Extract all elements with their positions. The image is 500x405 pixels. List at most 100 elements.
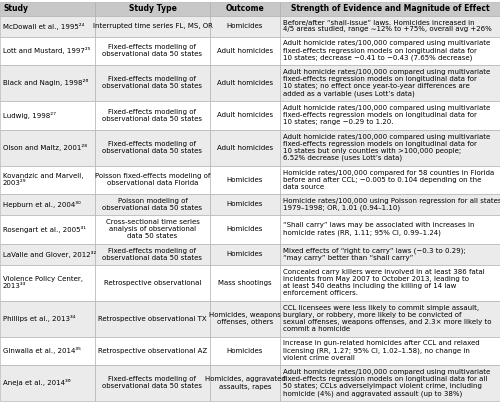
Bar: [95, 365, 210, 401]
Text: Before/after “shall-issue” laws. Homicides increased in
4/5 areas studied, range: Before/after “shall-issue” laws. Homicid…: [283, 19, 492, 32]
Text: Adult homicide rates/100,000 compared using multivariate
fixed-effects regressio: Adult homicide rates/100,000 compared us…: [283, 105, 490, 125]
Bar: [0, 215, 95, 243]
Text: Homicides: Homicides: [227, 202, 263, 207]
Bar: [95, 194, 210, 215]
Bar: [280, 15, 500, 36]
Text: Adult homicides: Adult homicides: [217, 145, 273, 151]
Bar: [0, 166, 95, 194]
Text: Ginwalla et al., 2014³⁵: Ginwalla et al., 2014³⁵: [3, 347, 81, 354]
Text: Aneja et al., 2014³⁶: Aneja et al., 2014³⁶: [3, 379, 70, 386]
Text: Homicides, weapons
offenses, others: Homicides, weapons offenses, others: [209, 312, 281, 325]
Bar: [210, 194, 280, 215]
Text: Hepburn et al., 2004³⁰: Hepburn et al., 2004³⁰: [3, 201, 81, 208]
Text: Adult homicide rates/100,000 compared using multivariate
fixed-effects regressio: Adult homicide rates/100,000 compared us…: [283, 134, 490, 161]
Bar: [0, 264, 95, 301]
Bar: [210, 65, 280, 101]
Text: LaValle and Glover, 2012³²: LaValle and Glover, 2012³²: [3, 251, 96, 258]
Text: McDowall et al., 1995²⁴: McDowall et al., 1995²⁴: [3, 23, 84, 30]
Bar: [280, 65, 500, 101]
Bar: [95, 264, 210, 301]
Text: Kovandzic and Marvell,
2003²⁹: Kovandzic and Marvell, 2003²⁹: [3, 173, 84, 186]
Bar: [280, 2, 500, 15]
Bar: [95, 2, 210, 15]
Bar: [280, 101, 500, 130]
Bar: [280, 166, 500, 194]
Bar: [95, 301, 210, 337]
Text: Homicide rates/100,000 compared for 58 counties in Florida
before and after CCL;: Homicide rates/100,000 compared for 58 c…: [283, 170, 494, 190]
Bar: [210, 15, 280, 36]
Bar: [95, 65, 210, 101]
Text: Homicides: Homicides: [227, 348, 263, 354]
Text: Homicides: Homicides: [227, 23, 263, 29]
Text: Black and Nagin, 1998²⁶: Black and Nagin, 1998²⁶: [3, 79, 88, 87]
Bar: [0, 194, 95, 215]
Bar: [280, 365, 500, 401]
Text: Adult homicide rates/100,000 compared using multivariate
fixed-effects regressio: Adult homicide rates/100,000 compared us…: [283, 69, 490, 97]
Text: “Shall carry” laws may be associated with increases in
homicide rates (RR, 1.11;: “Shall carry” laws may be associated wit…: [283, 222, 474, 236]
Bar: [280, 215, 500, 243]
Bar: [210, 130, 280, 166]
Bar: [0, 65, 95, 101]
Text: Fixed-effects modeling of
observational data 50 states: Fixed-effects modeling of observational …: [102, 44, 202, 57]
Bar: [210, 2, 280, 15]
Bar: [280, 301, 500, 337]
Text: Homicides, aggravated
assaults, rapes: Homicides, aggravated assaults, rapes: [204, 377, 286, 390]
Bar: [210, 301, 280, 337]
Bar: [280, 130, 500, 166]
Text: Homicide rates/100,000 using Poisson regression for all states
1979–1998; OR, 1.: Homicide rates/100,000 using Poisson reg…: [283, 198, 500, 211]
Bar: [0, 15, 95, 36]
Text: Lott and Mustard, 1997²⁵: Lott and Mustard, 1997²⁵: [3, 47, 90, 54]
Text: Fixed-effects modeling of
observational data 50 states: Fixed-effects modeling of observational …: [102, 141, 202, 154]
Text: Strength of Evidence and Magnitude of Effect: Strength of Evidence and Magnitude of Ef…: [290, 4, 490, 13]
Text: Increase in gun-related homicides after CCL and relaxed
licensing (RR, 1.27; 95%: Increase in gun-related homicides after …: [283, 341, 480, 361]
Text: Fixed-effects modeling of
observational data 50 states: Fixed-effects modeling of observational …: [102, 247, 202, 260]
Text: Mass shootings: Mass shootings: [218, 279, 272, 286]
Text: Study Type: Study Type: [128, 4, 176, 13]
Text: Retrospective observational TX: Retrospective observational TX: [98, 315, 207, 322]
Bar: [95, 243, 210, 264]
Text: Study: Study: [3, 4, 28, 13]
Bar: [95, 36, 210, 65]
Text: Homicides: Homicides: [227, 251, 263, 257]
Text: Poisson modeling of
observational data 50 states: Poisson modeling of observational data 5…: [102, 198, 202, 211]
Bar: [280, 243, 500, 264]
Text: Concealed carry killers were involved in at least 386 fatal
incidents from May 2: Concealed carry killers were involved in…: [283, 269, 485, 296]
Text: Rosengart et al., 2005³¹: Rosengart et al., 2005³¹: [3, 226, 86, 233]
Bar: [210, 36, 280, 65]
Bar: [0, 2, 95, 15]
Text: Retrospective observational AZ: Retrospective observational AZ: [98, 348, 207, 354]
Text: Homicides: Homicides: [227, 226, 263, 232]
Text: Adult homicides: Adult homicides: [217, 48, 273, 54]
Bar: [210, 243, 280, 264]
Text: Interrupted time series FL, MS, OR: Interrupted time series FL, MS, OR: [92, 23, 212, 29]
Bar: [95, 215, 210, 243]
Bar: [210, 166, 280, 194]
Text: CCL licensees were less likely to commit simple assault,
burglary, or robbery, m: CCL licensees were less likely to commit…: [283, 305, 492, 332]
Text: Fixed-effects modeling of
observational data 50 states: Fixed-effects modeling of observational …: [102, 377, 202, 390]
Bar: [280, 194, 500, 215]
Text: Retrospective observational: Retrospective observational: [104, 279, 201, 286]
Bar: [210, 215, 280, 243]
Bar: [0, 243, 95, 264]
Text: Adult homicide rates/100,000 compared using multivariate
fixed-effects regressio: Adult homicide rates/100,000 compared us…: [283, 40, 490, 61]
Bar: [95, 166, 210, 194]
Text: Fixed-effects modeling of
observational data 50 states: Fixed-effects modeling of observational …: [102, 109, 202, 122]
Text: Mixed effects of “right to carry” laws (−0.3 to 0.29);
“may carry” better than “: Mixed effects of “right to carry” laws (…: [283, 247, 466, 261]
Bar: [210, 337, 280, 365]
Bar: [95, 101, 210, 130]
Text: Cross-sectional time series
analysis of observational
data 50 states: Cross-sectional time series analysis of …: [106, 219, 200, 239]
Bar: [0, 36, 95, 65]
Bar: [0, 301, 95, 337]
Text: Adult homicides: Adult homicides: [217, 112, 273, 118]
Text: Poisson fixed-effects modeling of
observational data Florida: Poisson fixed-effects modeling of observ…: [95, 173, 210, 186]
Bar: [0, 365, 95, 401]
Bar: [0, 130, 95, 166]
Bar: [210, 101, 280, 130]
Bar: [0, 337, 95, 365]
Text: Adult homicides: Adult homicides: [217, 80, 273, 86]
Text: Violence Policy Center,
2013³³: Violence Policy Center, 2013³³: [3, 276, 83, 289]
Bar: [280, 36, 500, 65]
Bar: [280, 337, 500, 365]
Bar: [0, 101, 95, 130]
Bar: [95, 337, 210, 365]
